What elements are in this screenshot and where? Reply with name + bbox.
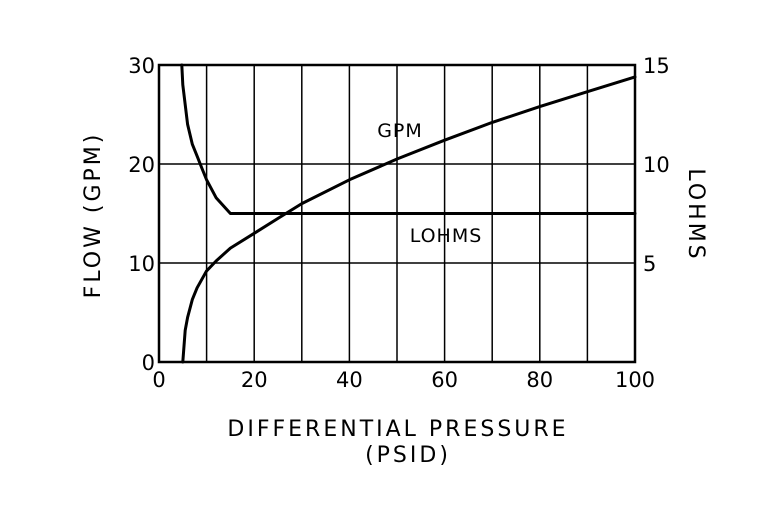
y-left-tick-label: 0 [142,351,155,375]
left-axis-title: FLOW (GPM) [81,132,106,299]
y-right-tick-label: 5 [643,252,656,276]
series-lines [180,63,637,364]
y-left-tick-label: 30 [128,54,155,78]
tick-labels: 0 20 40 60 80 100 0 10 20 30 5 10 15 [128,54,669,392]
x-tick-label: 40 [336,368,363,392]
y-right-tick-label: 15 [643,54,670,78]
x-axis-title: DIFFERENTIAL PRESSURE [227,417,568,442]
x-tick-label: 60 [431,368,458,392]
x-tick-label: 0 [152,368,165,392]
right-axis-title: LOHMS [683,168,708,261]
x-axis-unit: (PSID) [365,443,451,468]
series-line-gpm [181,75,637,364]
y-right-tick-label: 10 [643,153,670,177]
x-tick-label: 100 [615,368,655,392]
series-line-lohms [180,63,637,215]
x-tick-label: 80 [526,368,553,392]
plot-frame [157,63,637,364]
series-label-gpm: GPM [377,120,423,142]
y-left-tick-label: 10 [128,252,155,276]
series-label-lohms: LOHMS [410,225,483,247]
x-tick-label: 20 [241,368,268,392]
y-left-tick-label: 20 [128,153,155,177]
